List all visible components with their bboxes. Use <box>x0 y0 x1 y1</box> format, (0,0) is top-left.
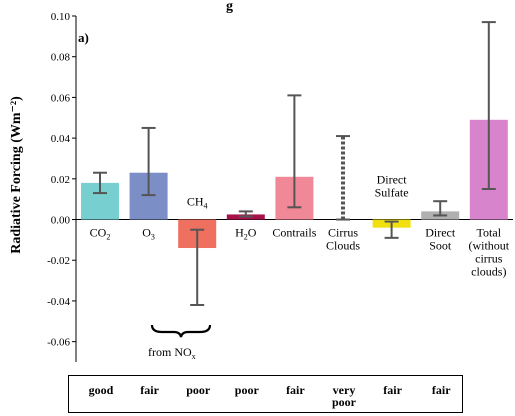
category-label: Contrails <box>272 226 316 240</box>
category-label: cirrus <box>475 252 503 266</box>
confidence-row: good fair poor poor fair very poor fair fair <box>68 375 463 413</box>
confidence-label: fair <box>140 383 159 397</box>
category-label: (without <box>468 239 509 253</box>
chart-title-fragment: g <box>226 0 233 14</box>
confidence-label: poor <box>186 383 211 397</box>
y-tick-label: -0.02 <box>47 255 70 267</box>
category-label: Cirrus <box>328 226 358 240</box>
y-tick-label: -0.06 <box>47 337 70 349</box>
confidence-label: poor <box>234 383 259 397</box>
y-tick-label: 0.00 <box>51 215 71 227</box>
error-bars-group <box>93 21 496 307</box>
category-label: Clouds <box>326 239 360 253</box>
y-tick-label: -0.04 <box>47 296 70 308</box>
y-tick-label: 0.08 <box>51 52 71 64</box>
category-label: CO2 <box>90 226 111 242</box>
confidence-label: fair <box>286 383 305 397</box>
category-label: Direct <box>425 226 456 240</box>
y-tick-label: 0.10 <box>51 11 71 23</box>
category-label: CH4 <box>187 195 208 211</box>
confidence-label: very poor <box>332 383 356 409</box>
from-nox-label: from NOx <box>148 345 196 361</box>
from-nox-annotation: from NOx <box>148 324 212 361</box>
confidence-label: fair <box>383 383 402 397</box>
y-tick-label: 0.02 <box>51 174 70 186</box>
curly-brace <box>150 324 212 338</box>
category-label: Soot <box>429 239 452 253</box>
category-label: H2O <box>235 226 257 242</box>
category-label: O3 <box>142 226 155 242</box>
y-axis-label: Radiative Forcing (Wm⁻²) <box>9 96 24 254</box>
category-label: clouds) <box>471 265 506 279</box>
y-tick-label: 0.04 <box>51 133 71 145</box>
category-label: Sulfate <box>375 186 409 200</box>
y-tick-label: 0.06 <box>51 92 71 104</box>
confidence-label: fair <box>431 383 451 397</box>
category-label: Total <box>477 226 502 240</box>
panel-label: a) <box>78 30 89 45</box>
radiative-forcing-chart: -0.06-0.04-0.020.000.020.040.060.080.10 … <box>9 0 513 362</box>
category-label: Direct <box>377 173 408 187</box>
confidence-label: good <box>88 383 114 397</box>
